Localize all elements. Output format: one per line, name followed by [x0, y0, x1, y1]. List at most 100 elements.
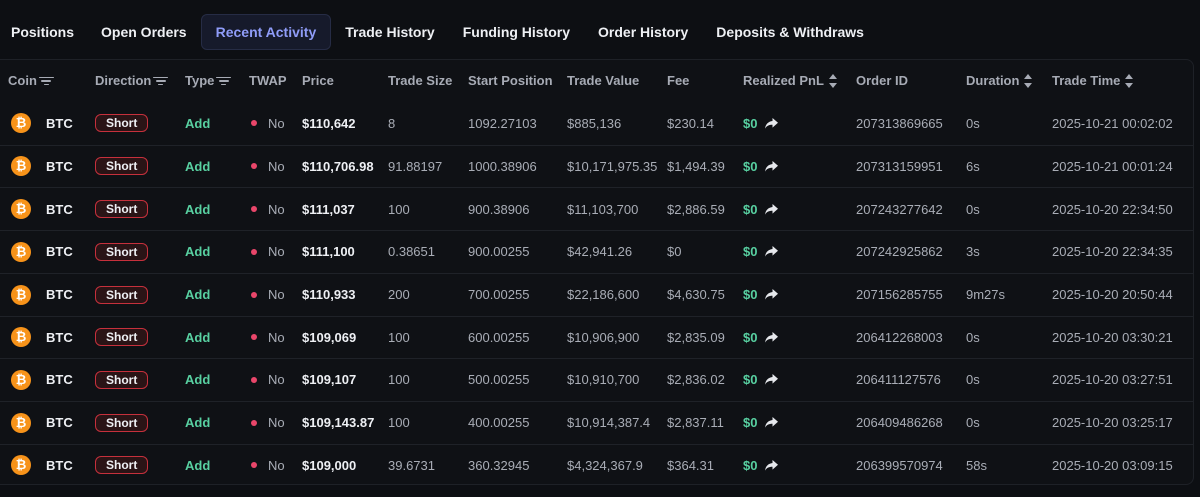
- coin-cell: ₿ BTC: [11, 102, 73, 145]
- order-id-value[interactable]: 207313869665: [856, 115, 943, 131]
- sort-icon[interactable]: [1024, 73, 1033, 88]
- tab-recent-activity[interactable]: Recent Activity: [200, 14, 332, 50]
- coin-name[interactable]: BTC: [46, 158, 73, 174]
- trade-time-value: 2025-10-20 20:50:44: [1052, 287, 1173, 303]
- column-header-direction[interactable]: Direction: [95, 73, 169, 88]
- coin-name[interactable]: BTC: [46, 372, 73, 388]
- tab-open-orders[interactable]: Open Orders: [101, 24, 187, 40]
- coin-name[interactable]: BTC: [46, 329, 73, 345]
- column-header-trade-value: Trade Value: [567, 73, 639, 88]
- realized-pnl-cell: $0: [743, 317, 779, 359]
- direction-badge: Short: [95, 157, 149, 176]
- column-header-type[interactable]: Type: [185, 73, 232, 88]
- realized-pnl-cell: $0: [743, 231, 779, 273]
- coin-cell: ₿ BTC: [11, 445, 73, 484]
- share-icon[interactable]: [765, 289, 779, 300]
- trade-size-value: 100: [388, 201, 410, 217]
- tab-deposits-withdraws[interactable]: Deposits & Withdraws: [716, 24, 864, 40]
- trade-value-value: $22,186,600: [567, 287, 640, 303]
- tab-funding-history[interactable]: Funding History: [462, 24, 571, 40]
- duration-value: 0s: [966, 372, 980, 388]
- filter-icon[interactable]: [38, 76, 54, 86]
- coin-name[interactable]: BTC: [46, 115, 73, 131]
- column-header-trade-time[interactable]: Trade Time: [1052, 73, 1134, 88]
- twap-value: No: [268, 287, 285, 303]
- order-id-value[interactable]: 206412268003: [856, 329, 943, 345]
- direction-badge: Short: [95, 456, 149, 475]
- order-id-value[interactable]: 206411127576: [856, 372, 941, 388]
- order-id-value[interactable]: 207313159951: [856, 158, 943, 174]
- tab-positions[interactable]: Positions: [11, 24, 75, 40]
- column-header-price: Price: [302, 73, 334, 88]
- status-dot-icon: [251, 462, 257, 469]
- share-icon[interactable]: [765, 246, 779, 257]
- twap-value: No: [268, 457, 285, 473]
- share-icon[interactable]: [765, 331, 779, 343]
- realized-pnl-cell: $0: [743, 274, 779, 316]
- bitcoin-icon: ₿: [11, 113, 31, 134]
- price-value: $109,143.87: [302, 415, 375, 431]
- price-value: $109,107: [302, 372, 357, 388]
- direction-badge: Short: [95, 114, 149, 133]
- direction-cell: Short: [95, 274, 149, 316]
- column-header-duration[interactable]: Duration: [966, 73, 1033, 88]
- share-icon[interactable]: [765, 374, 779, 386]
- twap-value: No: [268, 415, 285, 431]
- start-position-value: 900.00255: [468, 244, 530, 260]
- realized-pnl-cell: $0: [743, 146, 779, 188]
- table-row: ₿ BTC Short Add No $109,000 39.6731 360.32945 $4…: [0, 443, 1193, 484]
- direction-cell: Short: [95, 317, 149, 359]
- filter-icon[interactable]: [216, 76, 232, 86]
- direction-cell: Short: [95, 231, 149, 273]
- column-header-trade-size-label: Trade Size: [388, 73, 453, 88]
- direction-badge: Short: [95, 285, 149, 304]
- column-header-start-position: Start Position: [468, 73, 553, 88]
- filter-icon[interactable]: [153, 76, 169, 86]
- realized-pnl-cell: $0: [743, 359, 779, 401]
- share-icon[interactable]: [765, 117, 779, 129]
- column-header-fee-label: Fee: [667, 73, 690, 88]
- coin-name[interactable]: BTC: [46, 287, 73, 303]
- share-icon[interactable]: [765, 203, 779, 215]
- coin-name[interactable]: BTC: [46, 415, 73, 431]
- direction-cell: Short: [95, 445, 149, 484]
- trade-size-value: 200: [388, 287, 410, 303]
- twap-cell: No: [251, 146, 285, 188]
- share-icon[interactable]: [765, 459, 779, 471]
- share-icon[interactable]: [765, 160, 779, 172]
- tab-trade-history[interactable]: Trade History: [345, 24, 435, 40]
- twap-cell: No: [251, 188, 285, 230]
- type-value: Add: [185, 329, 211, 345]
- sort-icon[interactable]: [1125, 73, 1134, 88]
- direction-cell: Short: [95, 188, 149, 230]
- type-value: Add: [185, 115, 211, 131]
- column-header-twap-label: TWAP: [249, 73, 287, 88]
- column-header-coin[interactable]: Coin: [8, 73, 54, 88]
- bitcoin-icon: ₿: [11, 241, 31, 262]
- column-header-type-label: Type: [185, 73, 215, 88]
- direction-badge: Short: [95, 200, 149, 219]
- trade-size-value: 91.88197: [388, 158, 443, 174]
- share-icon[interactable]: [765, 417, 779, 428]
- coin-name[interactable]: BTC: [46, 457, 73, 473]
- coin-name[interactable]: BTC: [46, 244, 73, 260]
- sort-icon[interactable]: [828, 73, 838, 88]
- coin-name[interactable]: BTC: [46, 201, 73, 217]
- trade-size-value: 0.38651: [388, 244, 435, 260]
- tab-order-history[interactable]: Order History: [598, 24, 689, 40]
- order-id-value[interactable]: 206409486268: [856, 415, 943, 431]
- coin-cell: ₿ BTC: [11, 274, 73, 316]
- order-id-value[interactable]: 207243277642: [856, 201, 943, 217]
- trade-time-value: 2025-10-20 22:34:35: [1052, 244, 1173, 260]
- order-id-value[interactable]: 207156285755: [856, 287, 943, 303]
- table-row: ₿ BTC Short Add No $111,037 100 900.38906 $11,10…: [0, 187, 1193, 230]
- type-value: Add: [185, 372, 211, 388]
- column-header-realized-pnl[interactable]: Realized PnL: [743, 73, 838, 88]
- order-id-value[interactable]: 207242925862: [856, 244, 943, 260]
- bitcoin-icon: ₿: [11, 327, 31, 348]
- realized-pnl-value: $0: [743, 372, 758, 388]
- fee-value: $364.31: [667, 457, 714, 473]
- order-id-value[interactable]: 206399570974: [856, 457, 943, 473]
- twap-cell: No: [251, 317, 285, 359]
- twap-value: No: [268, 244, 285, 260]
